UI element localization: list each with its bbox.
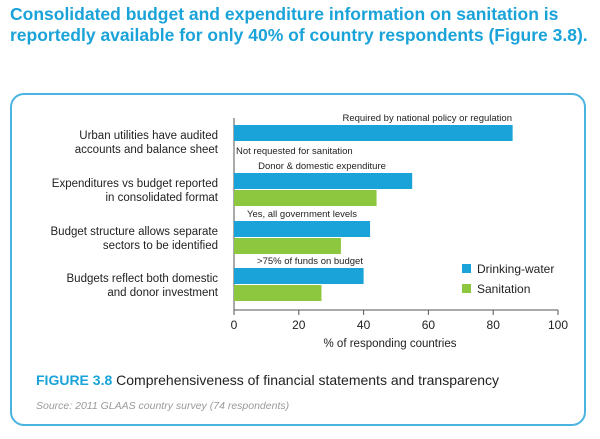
x-tick-label: 100 [548, 318, 568, 332]
legend-label-drinking-water: Drinking-water [477, 262, 554, 276]
x-tick-label: 20 [292, 318, 306, 332]
bar-annotation: Donor & domestic expenditure [258, 161, 386, 172]
bar-drinking-water [234, 125, 513, 141]
source-note: Source: 2011 GLAAS country survey (74 re… [36, 400, 290, 412]
category-label: Budget structure allows separate [51, 226, 218, 238]
figure-label: FIGURE 3.8 [36, 372, 113, 388]
x-axis-label: % of responding countries [324, 338, 457, 350]
figure-panel [10, 93, 586, 426]
figure-caption: FIGURE 3.8 Comprehensiveness of financia… [36, 372, 499, 388]
x-tick-label: 60 [422, 318, 436, 332]
figure-caption-text: Comprehensiveness of financial statement… [116, 372, 500, 388]
category-label: Expenditures vs budget reported [52, 178, 218, 190]
category-label: and donor investment [107, 287, 218, 299]
bar-sanitation [234, 285, 322, 301]
category-label: accounts and balance sheet [75, 144, 219, 156]
bar-annotation: Required by national policy or regulatio… [342, 113, 512, 124]
bar-drinking-water [234, 221, 371, 237]
legend-swatch-sanitation [462, 284, 471, 293]
bar-drinking-water [234, 173, 413, 189]
bar-annotation: >75% of funds on budget [257, 256, 363, 267]
legend-swatch-drinking-water [462, 264, 471, 273]
x-tick-label: 40 [357, 318, 371, 332]
category-label: Urban utilities have audited [79, 130, 218, 142]
bar-drinking-water [234, 268, 364, 284]
bar-sanitation [234, 190, 377, 206]
x-tick-label: 0 [231, 318, 238, 332]
headline: Consolidated budget and expenditure info… [10, 4, 588, 45]
bar-sanitation [234, 238, 341, 254]
category-label: sectors to be identified [103, 240, 218, 252]
category-label: in consolidated format [105, 192, 218, 204]
bar-annotation: Yes, all government levels [247, 209, 357, 220]
legend-label-sanitation: Sanitation [477, 282, 530, 296]
category-label: Budgets reflect both domestic [67, 273, 219, 285]
annotation-not-requested: Not requested for sanitation [236, 146, 353, 157]
x-tick-label: 80 [487, 318, 501, 332]
